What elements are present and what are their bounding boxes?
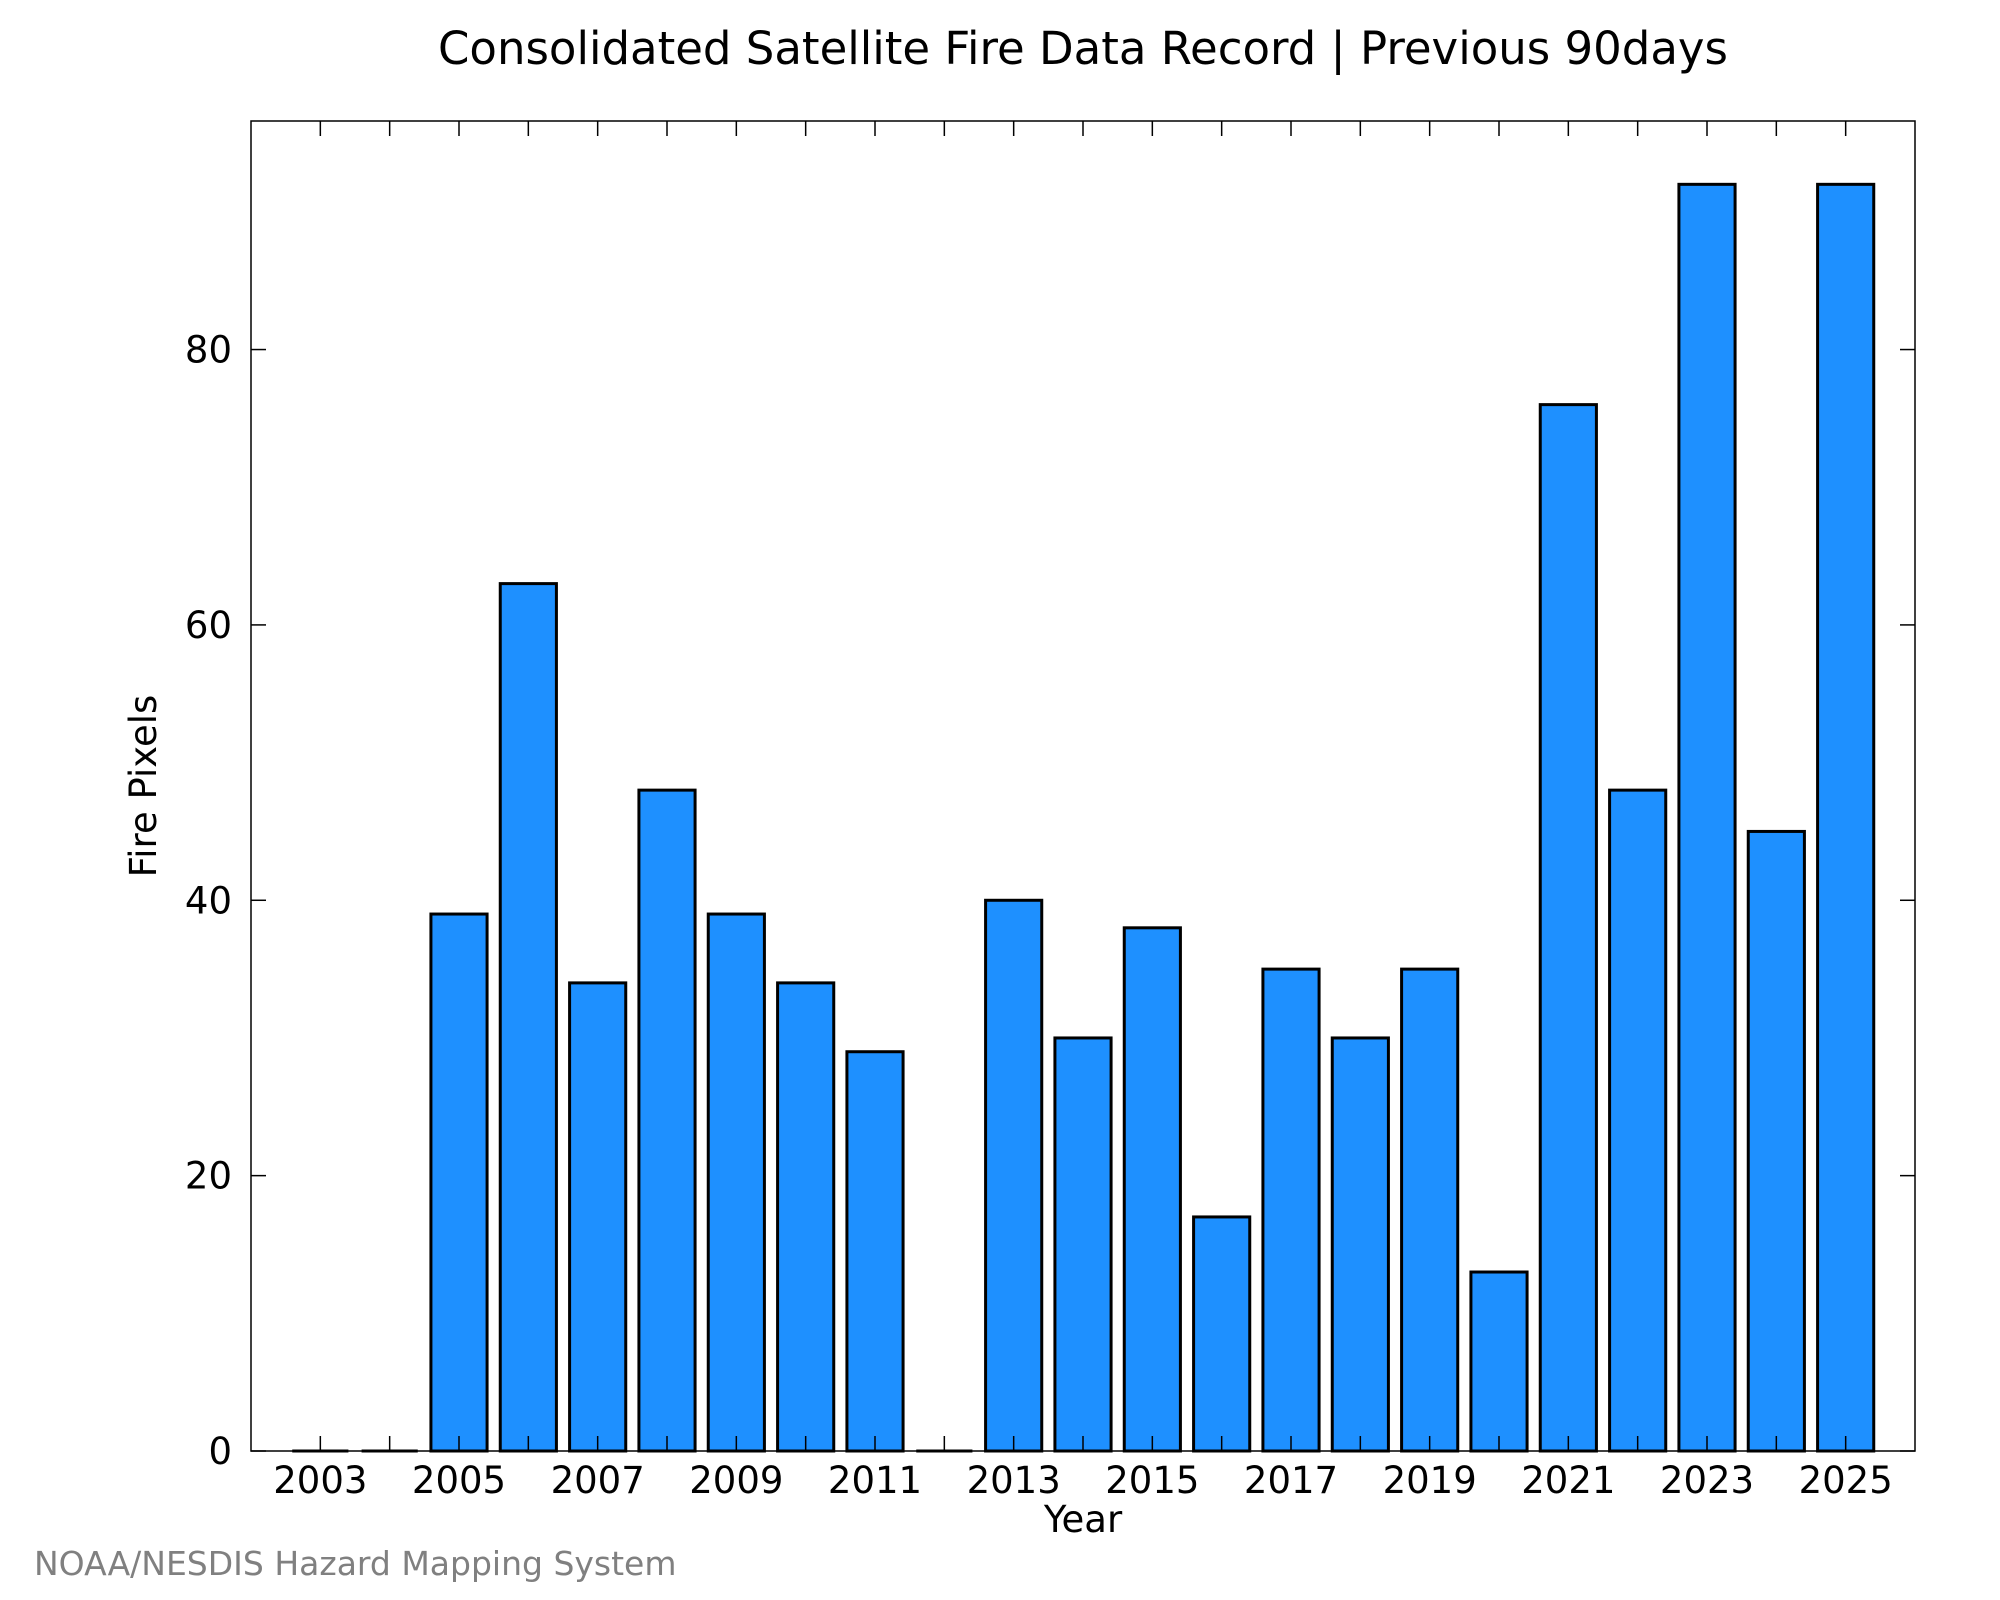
- y-tick-labels: 0 20 40 60 80: [185, 329, 232, 1473]
- x-tick-label-2023: 2023: [1660, 1459, 1754, 1502]
- bar-2025: [1816, 182, 1876, 1453]
- x-tick-labels: 2003 2005 2007 2009 2011 2013 2015 2017 2019 2021…: [273, 1459, 1893, 1502]
- x-axis-label: Year: [1043, 1498, 1123, 1541]
- x-tick-label-2021: 2021: [1521, 1459, 1615, 1502]
- x-tick-label-2007: 2007: [551, 1459, 645, 1502]
- x-tick-label-2009: 2009: [689, 1459, 783, 1502]
- x-tick-label-2017: 2017: [1244, 1459, 1338, 1502]
- y-tick-label-80: 80: [185, 329, 232, 372]
- bar-2016: [1192, 1215, 1252, 1453]
- bar-2007: [568, 981, 628, 1453]
- x-tick-label-2003: 2003: [273, 1459, 367, 1502]
- bar-2006: [498, 582, 558, 1453]
- bar-2010: [776, 981, 836, 1453]
- bar-2008: [637, 788, 697, 1453]
- y-tick-label-0: 0: [208, 1430, 232, 1473]
- bar-2013: [984, 898, 1044, 1453]
- axis-ticks: [251, 121, 1915, 1452]
- bar-2014: [1053, 1036, 1113, 1453]
- x-tick-label-2019: 2019: [1383, 1459, 1477, 1502]
- bar-2019: [1400, 967, 1460, 1453]
- bar-2011: [845, 1050, 905, 1453]
- bars-group: [292, 182, 1876, 1453]
- bar-2009: [706, 912, 766, 1453]
- y-tick-label-20: 20: [185, 1155, 232, 1198]
- bar-2015: [1122, 926, 1182, 1453]
- credit-text: NOAA/NESDIS Hazard Mapping System: [34, 1544, 677, 1583]
- y-axis-label: Fire Pixels: [122, 695, 165, 878]
- x-tick-label-2013: 2013: [967, 1459, 1061, 1502]
- bar-2022: [1608, 788, 1668, 1453]
- bar-2018: [1330, 1036, 1390, 1453]
- bar-2005: [429, 912, 489, 1453]
- bar-2021: [1538, 403, 1598, 1453]
- x-tick-label-2005: 2005: [412, 1459, 506, 1502]
- y-tick-label-40: 40: [185, 879, 232, 922]
- bar-2023: [1677, 182, 1737, 1453]
- bar-2020: [1469, 1270, 1529, 1453]
- chart-title: Consolidated Satellite Fire Data Record …: [438, 22, 1728, 75]
- y-tick-label-60: 60: [185, 604, 232, 647]
- x-tick-label-2011: 2011: [828, 1459, 922, 1502]
- x-tick-label-2025: 2025: [1799, 1459, 1893, 1502]
- bar-2017: [1261, 967, 1321, 1453]
- x-tick-label-2015: 2015: [1105, 1459, 1199, 1502]
- bar-2024: [1746, 829, 1806, 1453]
